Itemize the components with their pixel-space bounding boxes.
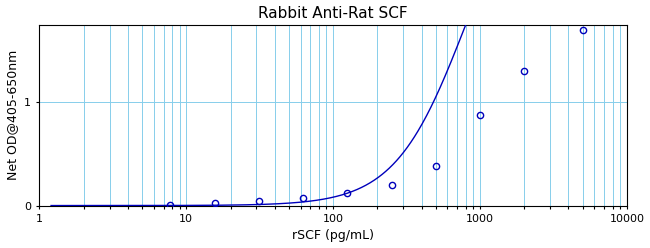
- X-axis label: rSCF (pg/mL): rSCF (pg/mL): [292, 229, 374, 243]
- Y-axis label: Net OD@405-650nm: Net OD@405-650nm: [6, 50, 19, 180]
- Title: Rabbit Anti-Rat SCF: Rabbit Anti-Rat SCF: [259, 5, 408, 21]
